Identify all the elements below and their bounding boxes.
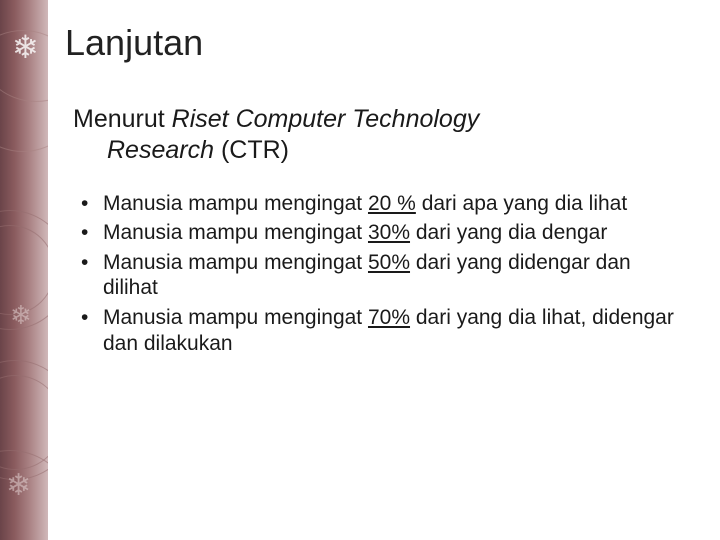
list-item: Manusia mampu mengingat 50% dari yang di… [79,250,690,301]
bullet-list: Manusia mampu mengingat 20 % dari apa ya… [65,191,690,357]
list-item: Manusia mampu mengingat 70% dari yang di… [79,305,690,356]
percent-value: 50% [368,251,410,274]
snowflake-icon: ❄ [12,28,39,66]
subtitle-italic-line2: Research [107,136,214,164]
snowflake-icon: ❄ [10,300,32,331]
subtitle-italic: Riset Computer Technology [172,105,480,133]
decorative-sidebar: ❄ ❄ ❄ [0,0,48,540]
slide-subtitle: Menurut Riset Computer Technology Researc… [65,104,690,167]
list-item: Manusia mampu mengingat 20 % dari apa ya… [79,191,690,217]
percent-value: 30% [368,221,410,244]
slide-content: Lanjutan Menurut Riset Computer Technolo… [55,0,720,380]
percent-value: 70% [368,306,410,329]
slide-title: Lanjutan [65,22,690,64]
list-item: Manusia mampu mengingat 30% dari yang di… [79,220,690,246]
subtitle-prefix: Menurut [73,105,172,133]
snowflake-icon: ❄ [6,468,31,503]
percent-value: 20 % [368,192,416,215]
subtitle-suffix: (CTR) [214,136,289,164]
